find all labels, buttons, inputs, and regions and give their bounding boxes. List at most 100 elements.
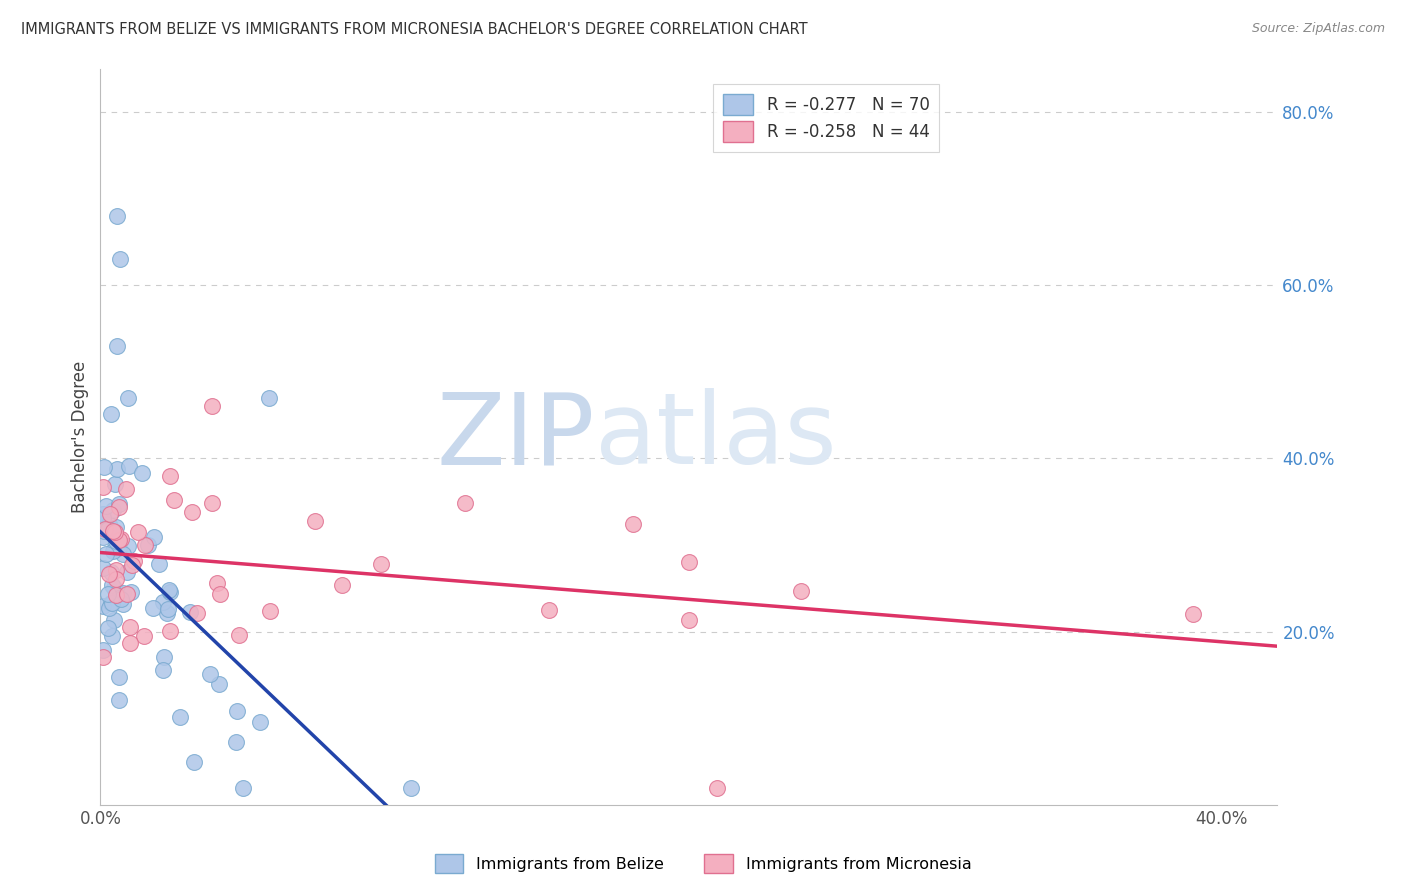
Point xyxy=(401,780,423,795)
Point xyxy=(142,601,165,615)
Point xyxy=(105,462,128,476)
Point xyxy=(108,497,131,511)
Point xyxy=(91,643,114,657)
Point xyxy=(115,565,138,579)
Point xyxy=(91,531,114,545)
Point xyxy=(225,735,247,749)
Point xyxy=(105,563,128,577)
Point xyxy=(706,780,728,795)
Point xyxy=(209,587,232,601)
Point xyxy=(117,539,139,553)
Point xyxy=(132,629,155,643)
Point xyxy=(108,252,131,267)
Point xyxy=(1182,607,1205,622)
Point xyxy=(115,587,138,601)
Point xyxy=(108,591,131,605)
Point xyxy=(108,533,131,547)
Point xyxy=(159,469,181,483)
Point xyxy=(91,599,114,613)
Point xyxy=(104,524,127,539)
Point xyxy=(108,500,131,515)
Point xyxy=(98,507,121,521)
Point xyxy=(228,627,250,641)
Point xyxy=(127,525,149,540)
Point xyxy=(97,587,120,601)
Point xyxy=(98,516,121,531)
Point xyxy=(163,492,186,507)
Point xyxy=(183,755,205,769)
Point xyxy=(91,561,114,575)
Point xyxy=(120,636,142,650)
Point xyxy=(179,605,201,619)
Point xyxy=(100,596,122,610)
Point xyxy=(152,595,174,609)
Point xyxy=(110,533,132,547)
Point xyxy=(105,533,128,548)
Point xyxy=(103,613,125,627)
Point xyxy=(198,667,221,681)
Point xyxy=(678,613,700,627)
Point xyxy=(136,538,159,552)
Point xyxy=(110,591,132,606)
Point xyxy=(205,576,228,591)
Point xyxy=(97,601,120,615)
Legend: R = -0.277   N = 70, R = -0.258   N = 44: R = -0.277 N = 70, R = -0.258 N = 44 xyxy=(713,84,939,152)
Point xyxy=(91,507,114,521)
Point xyxy=(120,584,142,599)
Point xyxy=(91,480,114,494)
Point xyxy=(100,596,122,610)
Point xyxy=(108,693,131,707)
Point xyxy=(134,538,156,552)
Point xyxy=(122,554,145,568)
Point xyxy=(112,597,135,611)
Point xyxy=(118,620,141,634)
Point xyxy=(370,557,392,571)
Point xyxy=(97,621,120,635)
Point xyxy=(103,543,125,558)
Text: Source: ZipAtlas.com: Source: ZipAtlas.com xyxy=(1251,22,1385,36)
Text: atlas: atlas xyxy=(595,388,837,485)
Point xyxy=(104,477,127,491)
Point xyxy=(200,496,222,510)
Point xyxy=(157,582,180,597)
Point xyxy=(257,391,280,405)
Point xyxy=(148,557,170,571)
Point xyxy=(115,482,138,496)
Point xyxy=(101,503,124,517)
Legend: Immigrants from Belize, Immigrants from Micronesia: Immigrants from Belize, Immigrants from … xyxy=(429,847,977,880)
Point xyxy=(537,603,560,617)
Point xyxy=(453,496,475,510)
Point xyxy=(186,606,208,620)
Point xyxy=(105,588,128,602)
Point xyxy=(157,601,180,615)
Point xyxy=(156,606,179,620)
Point xyxy=(94,500,117,514)
Point xyxy=(330,578,353,592)
Point xyxy=(112,547,135,561)
Point xyxy=(790,583,813,598)
Point xyxy=(621,516,644,531)
Point xyxy=(93,459,115,474)
Point xyxy=(181,505,204,519)
Point xyxy=(169,710,191,724)
Point xyxy=(101,544,124,558)
Point xyxy=(104,520,127,534)
Point xyxy=(121,558,143,572)
Point xyxy=(142,530,165,544)
Point xyxy=(101,578,124,592)
Point xyxy=(159,624,181,639)
Point xyxy=(101,524,124,538)
Text: ZIP: ZIP xyxy=(436,388,595,485)
Point xyxy=(152,663,174,677)
Point xyxy=(259,604,281,618)
Point xyxy=(232,780,254,795)
Point xyxy=(249,714,271,729)
Y-axis label: Bachelor's Degree: Bachelor's Degree xyxy=(72,360,89,513)
Point xyxy=(159,584,181,599)
Point xyxy=(105,339,128,353)
Point xyxy=(97,522,120,536)
Point xyxy=(111,586,134,600)
Point xyxy=(304,514,326,528)
Point xyxy=(100,407,122,421)
Point xyxy=(97,566,120,581)
